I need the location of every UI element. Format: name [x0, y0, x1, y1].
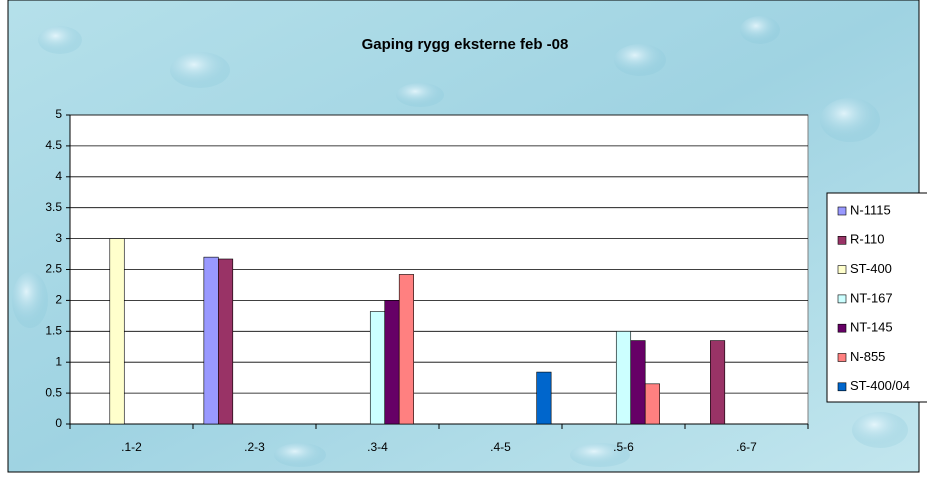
y-tick-label: 3	[55, 231, 62, 245]
x-tick-label: .1-2	[121, 440, 142, 454]
y-tick-label: 1	[55, 354, 62, 368]
chart-title: Gaping rygg eksterne feb -08	[362, 36, 569, 53]
bar	[109, 238, 125, 425]
bar	[536, 371, 552, 425]
legend-label: ST-400	[850, 261, 892, 276]
legend-swatch	[837, 353, 847, 362]
bar	[218, 258, 234, 425]
y-tick-label: 2	[55, 293, 62, 307]
legend-swatch	[837, 382, 847, 392]
x-tick-label: .2-3	[244, 440, 265, 454]
bar	[630, 340, 646, 425]
y-tick-label: 0.5	[45, 385, 62, 399]
bar	[644, 383, 660, 425]
legend-label: N-1115	[850, 202, 891, 217]
y-tick-label: 0	[55, 416, 62, 430]
bar	[384, 300, 400, 425]
legend-swatch	[837, 265, 847, 274]
x-tick-label: .6-7	[736, 440, 757, 454]
bar	[710, 340, 726, 425]
bar	[398, 274, 414, 425]
background-drops	[12, 16, 908, 467]
y-tick-label: 3.5	[45, 200, 62, 214]
y-tick-label: 5	[55, 107, 62, 121]
x-tick-label: .5-6	[613, 440, 634, 454]
bar	[203, 256, 219, 425]
y-tick-label: 4.5	[45, 138, 62, 152]
legend-swatch	[837, 206, 847, 216]
legend-swatch	[837, 294, 847, 304]
y-tick-label: 2.5	[45, 262, 62, 276]
legend-label: ST-400/04	[850, 378, 910, 393]
x-tick-label: .4-5	[490, 440, 511, 454]
x-tick-label: .3-4	[367, 440, 388, 454]
legend-label: N-855	[850, 349, 885, 364]
y-tick-label: 4	[55, 169, 62, 183]
legend-label: R-110	[850, 232, 884, 247]
legend-label: NT-145	[850, 320, 893, 335]
bar	[369, 311, 386, 425]
legend-swatch	[837, 236, 847, 245]
y-tick-label: 1.5	[45, 323, 62, 337]
bar	[615, 330, 632, 425]
legend-swatch	[837, 323, 847, 333]
legend-label: NT-167	[850, 290, 893, 305]
